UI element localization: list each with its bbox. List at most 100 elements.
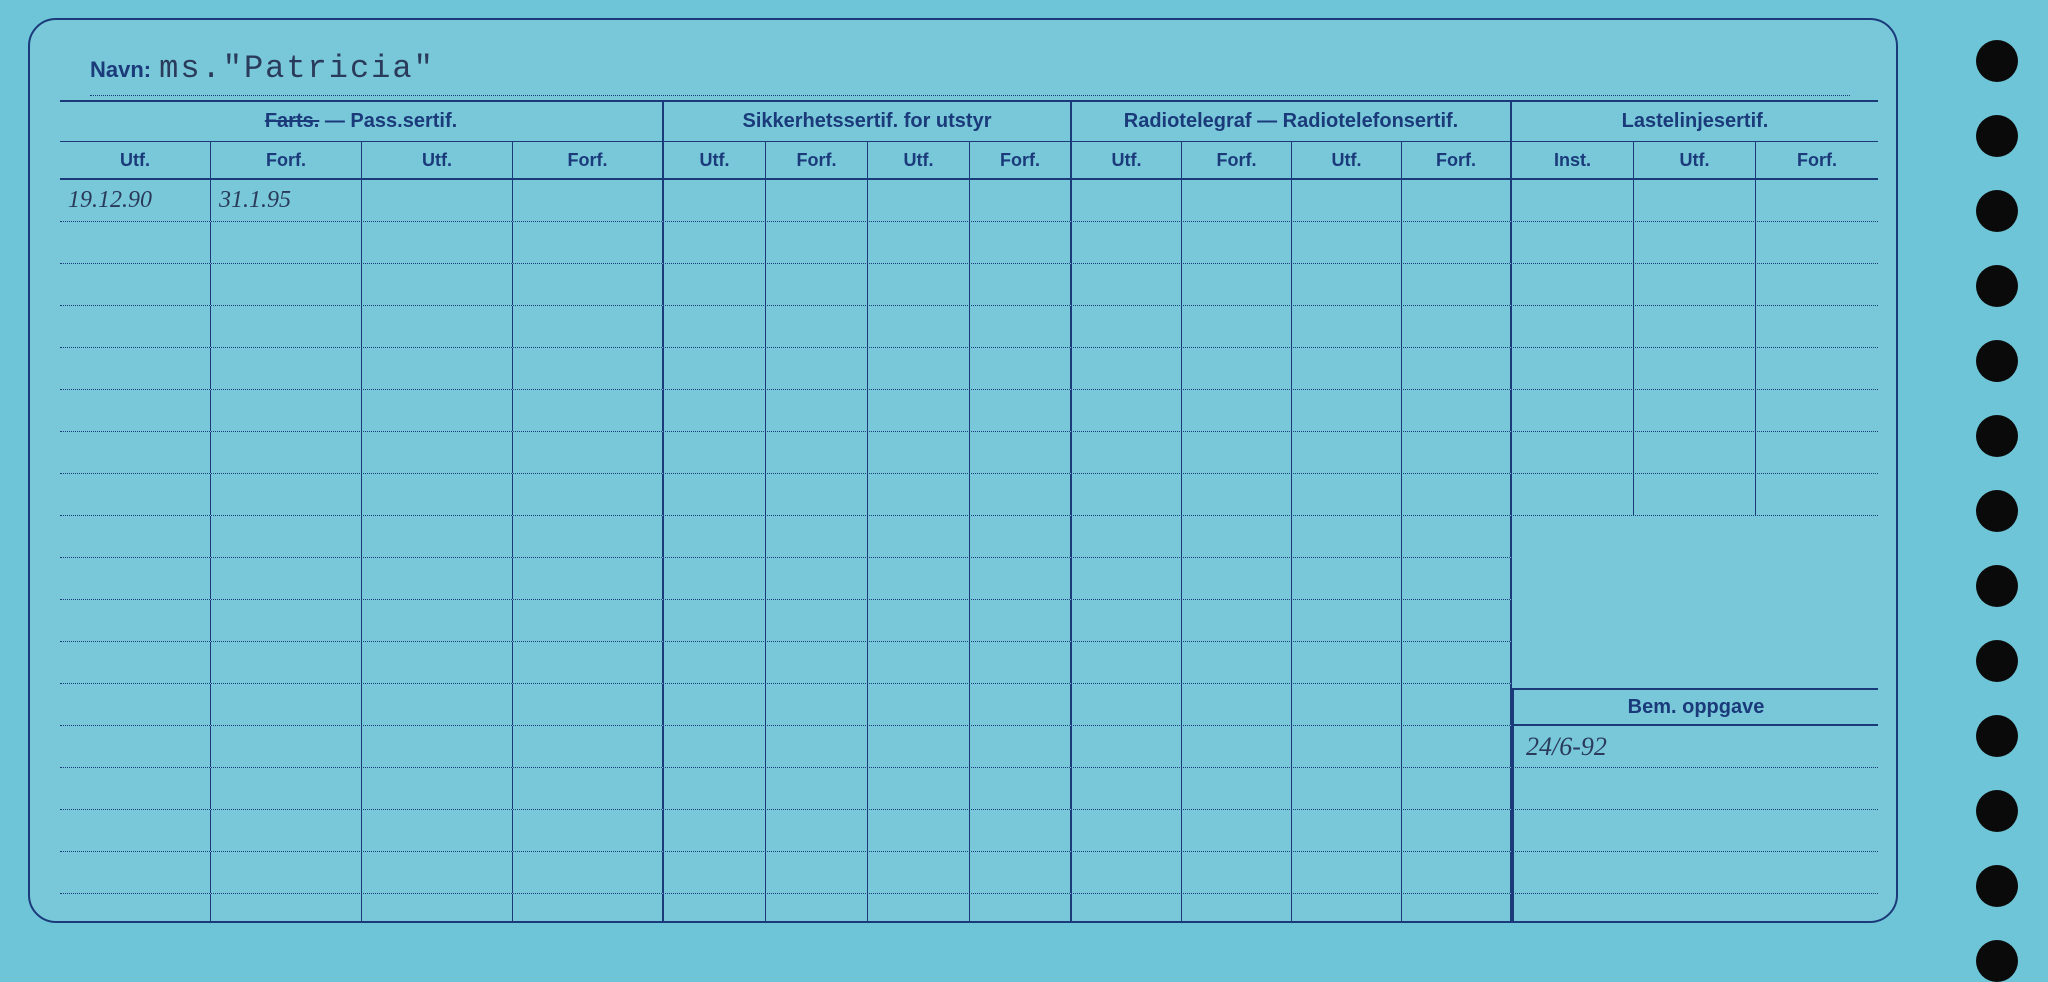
table-cell: [970, 222, 1072, 263]
table-cell: [664, 516, 766, 557]
table-cell: [1512, 180, 1634, 221]
table-cell: [868, 306, 970, 347]
table-cell: [664, 684, 766, 725]
col-header: Forf.: [1182, 142, 1292, 178]
table-cell: [970, 726, 1072, 767]
table-cell: [1292, 852, 1402, 893]
table-cell: [766, 558, 868, 599]
table-cell: [60, 222, 211, 263]
table-cell: [211, 558, 362, 599]
table-cell: [211, 222, 362, 263]
table-cell: [1182, 180, 1292, 221]
table-cell: [1182, 642, 1292, 683]
table-cell: [1292, 810, 1402, 851]
table-cell: [513, 726, 664, 767]
table-cell: [1756, 474, 1878, 515]
table-cell: [970, 768, 1072, 809]
table-cell: [766, 306, 868, 347]
table-cell: [60, 390, 211, 431]
table-cell: [868, 222, 970, 263]
table-cell: [1072, 264, 1182, 305]
table-cell: [868, 432, 970, 473]
table-cell: [664, 306, 766, 347]
table-cell: [60, 558, 211, 599]
table-cell: [211, 810, 362, 851]
table-cell: [362, 558, 513, 599]
table-cell: [868, 684, 970, 725]
table-row: [60, 558, 1512, 600]
table-cell: [1402, 348, 1512, 389]
table-cell: [766, 222, 868, 263]
table-cell: [211, 474, 362, 515]
table-cell: [1182, 768, 1292, 809]
table-cell: [766, 684, 868, 725]
table-cell: [513, 894, 664, 923]
table-cell: [211, 348, 362, 389]
table-cell: [362, 852, 513, 893]
table-cell: [60, 810, 211, 851]
table-cell: [1072, 600, 1182, 641]
table-cell: [1182, 558, 1292, 599]
table-cell: [970, 684, 1072, 725]
table-cell: [766, 768, 868, 809]
table-cell: [1182, 390, 1292, 431]
table-cell: [1512, 222, 1634, 263]
table-cell: [60, 516, 211, 557]
table-cell: [1402, 768, 1512, 809]
table-cell: [1182, 726, 1292, 767]
table-cell: [60, 306, 211, 347]
binder-hole: [1976, 565, 2018, 607]
table-cell: [766, 348, 868, 389]
table-cell: [362, 600, 513, 641]
table-row: [60, 894, 1512, 923]
table-row: [60, 642, 1512, 684]
table-cell: [1182, 222, 1292, 263]
table-cell: 19.12.90: [60, 180, 211, 221]
table-cell: [1292, 390, 1402, 431]
table-cell: [868, 810, 970, 851]
table-cell: [664, 558, 766, 599]
bem-row: 24/6-92: [1512, 726, 1878, 768]
col-header: Utf.: [664, 142, 766, 178]
table-cell: [1512, 474, 1634, 515]
table-cell: [1292, 264, 1402, 305]
table-row: [60, 516, 1512, 558]
name-label: Navn:: [90, 57, 151, 83]
table-cell: [211, 432, 362, 473]
table-cell: [211, 852, 362, 893]
table-cell: [868, 474, 970, 515]
binder-hole: [1976, 415, 2018, 457]
binder-hole: [1976, 115, 2018, 157]
table-cell: [766, 726, 868, 767]
table-cell: [1402, 474, 1512, 515]
table-cell: [513, 768, 664, 809]
col-header: Forf.: [1402, 142, 1512, 178]
name-row: Navn: ms."Patricia": [90, 50, 1850, 96]
table-cell: [1292, 558, 1402, 599]
binder-hole: [1976, 340, 2018, 382]
bem-row: [1512, 894, 1878, 923]
table-cell: [211, 768, 362, 809]
col-header: Forf.: [1756, 142, 1878, 178]
table-cell: [664, 180, 766, 221]
group-label-rest: — Pass.sertif.: [319, 110, 457, 132]
table-cell: [211, 600, 362, 641]
table-cell: [868, 558, 970, 599]
table-cell: [1402, 684, 1512, 725]
table-cell: [664, 222, 766, 263]
table-cell: [1634, 306, 1756, 347]
table-cell: [1402, 264, 1512, 305]
bem-header: Bem. oppgave: [1512, 688, 1878, 726]
table-cell: [513, 642, 664, 683]
table-cell: [1402, 852, 1512, 893]
table-cell: [970, 474, 1072, 515]
table-cell: [970, 852, 1072, 893]
table-cell: [60, 600, 211, 641]
table-cell: [362, 390, 513, 431]
table-cell: [211, 264, 362, 305]
table-cell: [1634, 222, 1756, 263]
table-cell: [513, 432, 664, 473]
table-row: [60, 768, 1512, 810]
bem-row: [1512, 810, 1878, 852]
table-cell: [1634, 390, 1756, 431]
